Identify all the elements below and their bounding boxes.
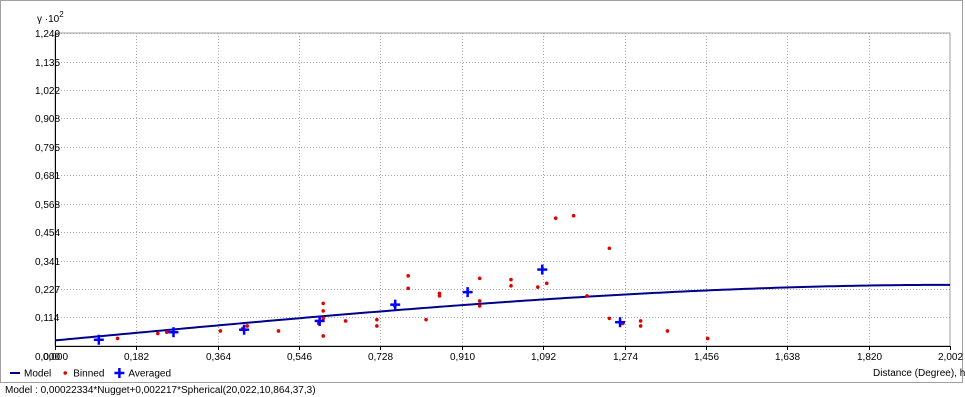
x-tick-label: 1,274	[613, 352, 638, 363]
chart-frame	[0, 0, 963, 383]
y-tick-label: 0,681	[35, 171, 60, 182]
binned-point	[705, 336, 710, 341]
binned-point	[585, 294, 589, 298]
binned-point	[156, 331, 160, 336]
x-axis-label: Distance (Degree), h ·10-1	[873, 365, 965, 379]
binned-point	[437, 291, 442, 296]
averaged-point	[615, 317, 626, 328]
binned-point	[477, 304, 482, 308]
binned-point	[115, 336, 120, 341]
binned-point	[437, 294, 442, 298]
averaged-point	[93, 334, 104, 345]
binned-point	[638, 324, 643, 328]
dot-icon	[63, 371, 68, 375]
binned-point	[406, 286, 410, 291]
binned-point	[424, 317, 428, 322]
binned-point	[638, 319, 643, 323]
binned-point	[321, 334, 326, 338]
y-tick-label: 1,135	[35, 58, 60, 69]
legend-label: Model	[24, 369, 51, 380]
binned-point	[607, 316, 612, 321]
binned-point	[509, 277, 513, 282]
binned-point	[406, 274, 410, 278]
binned-point	[321, 309, 326, 313]
y-tick-label-zero: 0,000	[35, 352, 60, 363]
y-axis-label-exponent: 2	[59, 10, 64, 19]
binned-point	[607, 246, 612, 251]
binned-point	[218, 329, 223, 333]
y-tick-label: 0,568	[35, 200, 60, 211]
binned-point	[544, 281, 549, 286]
x-tick-label: 0,000	[43, 352, 68, 363]
x-tick-label: 1,638	[775, 352, 800, 363]
averaged-point	[239, 324, 250, 335]
legend-label: Binned	[73, 369, 104, 380]
binned-point	[321, 301, 326, 306]
binned-point	[536, 285, 540, 289]
y-tick-label: 0,114	[35, 313, 60, 324]
binned-point	[509, 284, 513, 288]
x-tick-label: 1,456	[694, 352, 719, 363]
binned-point	[665, 329, 670, 333]
plot-area	[54, 32, 951, 347]
model-curve	[54, 283, 951, 342]
binned-point	[164, 330, 169, 335]
y-tick-label: 1,249	[35, 29, 60, 40]
x-tick-label: 0,728	[368, 352, 393, 363]
binned-point	[553, 216, 558, 220]
x-tick-label: 0,364	[206, 352, 231, 363]
semivariogram-chart: 1,249 1,135 1,022 0,908 0,795 0,681 0,568 0,454…	[10, 10, 965, 380]
binned-point	[477, 299, 482, 303]
binned-point	[375, 324, 379, 328]
y-tick-label: 0,341	[35, 257, 60, 268]
binned-point	[245, 324, 250, 328]
binned-point	[343, 319, 348, 323]
binned-point	[276, 329, 281, 333]
binned-point	[321, 316, 326, 321]
x-tick-label: 0,546	[287, 352, 312, 363]
legend-item-binned: Binned	[63, 369, 104, 380]
x-tick-label: 0,182	[124, 352, 149, 363]
legend-label: Averaged	[128, 369, 171, 380]
y-tick-label: 1,022	[35, 86, 60, 97]
legend-item-model: Model	[10, 369, 51, 380]
x-tick-label: 1,820	[857, 352, 882, 363]
averaged-point	[462, 287, 473, 298]
x-tick-label: 0,910	[450, 352, 475, 363]
averaged-point	[537, 264, 548, 275]
legend-item-averaged: Averaged	[114, 368, 171, 380]
y-tick-label: 0,908	[35, 114, 60, 125]
averaged-point	[168, 327, 179, 338]
y-tick-label: 0,227	[35, 285, 60, 296]
binned-point	[571, 213, 576, 218]
averaged-point	[314, 315, 325, 326]
binned-point	[375, 317, 379, 322]
y-axis-label: γ ·102	[37, 10, 64, 25]
x-tick-label: 1,092	[531, 352, 556, 363]
y-tick-label: 0,454	[35, 228, 60, 239]
model-equation-text: Model : 0,00022334*Nugget+0,002217*Spher…	[5, 385, 316, 396]
x-tick-label: 2,002	[938, 352, 963, 363]
averaged-point	[390, 299, 401, 310]
y-tick-label: 0,795	[35, 143, 60, 154]
binned-point	[477, 276, 482, 281]
